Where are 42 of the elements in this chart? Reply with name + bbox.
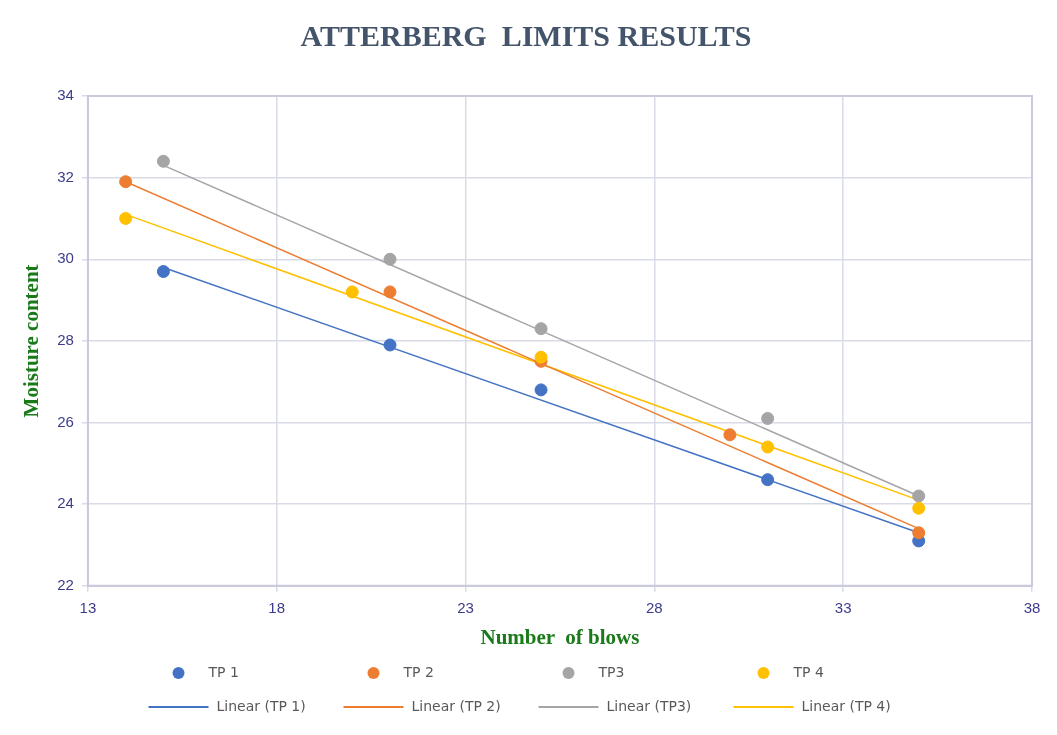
x-axis-title: Number of blows: [480, 624, 640, 649]
x-tick-label: 33: [834, 598, 852, 616]
x-tick-label: 23: [457, 598, 474, 616]
legend-label: TP 4: [792, 663, 824, 680]
point: [761, 411, 775, 425]
point: [119, 211, 133, 225]
point: [383, 338, 397, 352]
x-tick-label: 18: [268, 598, 286, 616]
point: [761, 473, 775, 487]
y-tick-label: 22: [57, 575, 74, 593]
point: [912, 489, 926, 503]
x-tick-label: 38: [1023, 598, 1041, 616]
y-tick-label: 34: [57, 86, 74, 104]
chart-title: ATTERBERG LIMITS RESULTS: [300, 18, 752, 52]
legend-label: TP3: [597, 663, 625, 680]
point: [534, 350, 548, 364]
y-tick-label: 26: [57, 412, 74, 430]
legend-label: Linear (TP 2): [411, 697, 501, 714]
point: [156, 265, 170, 279]
point: [912, 526, 926, 540]
y-tick-label: 30: [57, 249, 74, 267]
y-tick-label: 28: [57, 331, 74, 349]
point: [383, 252, 397, 266]
point: [156, 154, 170, 168]
legend-label: Linear (TP3): [606, 697, 692, 714]
point: [345, 285, 359, 299]
legend-label: Linear (TP 1): [216, 697, 306, 714]
point: [534, 383, 548, 397]
x-tick-label: 28: [646, 598, 663, 616]
point: [912, 501, 926, 515]
legend-label: TP 1: [207, 663, 239, 680]
y-tick-label: 24: [57, 494, 74, 512]
point: [119, 175, 133, 189]
point: [534, 322, 548, 336]
legend-label: TP 2: [402, 663, 434, 680]
point: [383, 285, 397, 299]
x-tick-label: 13: [79, 598, 97, 616]
y-tick-label: 32: [57, 167, 74, 185]
y-axis-title: Moisture content: [19, 264, 44, 418]
point: [761, 440, 775, 454]
point: [723, 428, 737, 442]
legend-label: Linear (TP 4): [801, 697, 891, 714]
